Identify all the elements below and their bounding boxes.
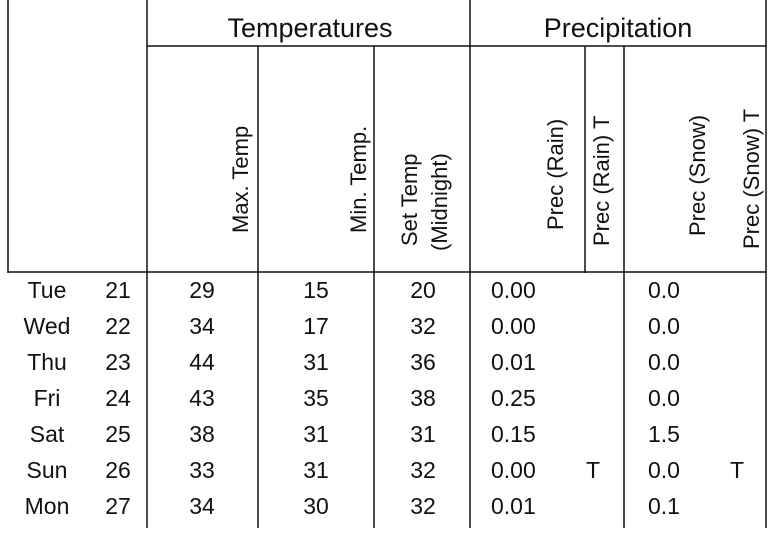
table-cell: 32 xyxy=(410,313,436,339)
table-cell: 0.0 xyxy=(648,457,680,483)
table-cell: 0.00 xyxy=(491,313,536,339)
table-cell: 15 xyxy=(303,277,329,303)
table-cell: 23 xyxy=(105,349,131,375)
day-cell: Sat xyxy=(30,421,65,447)
column-header: Max. Temp xyxy=(228,126,253,233)
column-header: Set Temp xyxy=(397,153,422,246)
table-cell: 34 xyxy=(189,493,215,519)
table-cell: 0.0 xyxy=(648,313,680,339)
table-cell: 44 xyxy=(189,349,215,375)
table-cell: 27 xyxy=(105,493,131,519)
table-cell: 0.01 xyxy=(491,493,536,519)
group-header: Precipitation xyxy=(544,13,693,43)
table-cell: T xyxy=(730,457,744,483)
day-cell: Thu xyxy=(27,349,67,375)
table-cell: 36 xyxy=(410,349,436,375)
column-header: Prec (Rain) xyxy=(543,119,568,230)
table-cell: 1.5 xyxy=(648,421,680,447)
table-lines xyxy=(7,0,767,528)
table-cell: 0.00 xyxy=(491,457,536,483)
table-cell: 31 xyxy=(303,349,329,375)
table-cell: 35 xyxy=(303,385,329,411)
table-cell: 0.0 xyxy=(648,277,680,303)
table-cell: 38 xyxy=(189,421,215,447)
day-cell: Mon xyxy=(25,493,70,519)
column-header: Prec (Snow) xyxy=(685,115,710,236)
table-cell: 25 xyxy=(105,421,131,447)
table-cell: 17 xyxy=(303,313,329,339)
table-cell: 21 xyxy=(105,277,131,303)
table-cell: 26 xyxy=(105,457,131,483)
column-header: (Midnight) xyxy=(427,153,452,251)
day-cell: Sun xyxy=(27,457,68,483)
table-cell: 30 xyxy=(303,493,329,519)
column-header: Min. Temp. xyxy=(346,126,371,233)
table-cell: 34 xyxy=(189,313,215,339)
table-cell: 0.00 xyxy=(491,277,536,303)
table-cell: 0.01 xyxy=(491,349,536,375)
table-cell: 0.0 xyxy=(648,385,680,411)
column-header: Prec (Rain) T xyxy=(589,116,614,246)
table-cell: 32 xyxy=(410,457,436,483)
table-cell: 24 xyxy=(105,385,131,411)
group-header: Temperatures xyxy=(227,13,392,43)
table-cell: 31 xyxy=(303,421,329,447)
table-cell: 22 xyxy=(105,313,131,339)
table-cell: 0.25 xyxy=(491,385,536,411)
day-cell: Tue xyxy=(28,277,67,303)
table-cell: 0.15 xyxy=(491,421,536,447)
table-cell: 20 xyxy=(410,277,436,303)
table-cell: 0.1 xyxy=(648,493,680,519)
day-cell: Fri xyxy=(34,385,61,411)
table-cell: 32 xyxy=(410,493,436,519)
table-cell: 0.0 xyxy=(648,349,680,375)
table-cell: T xyxy=(586,457,600,483)
table-cell: 29 xyxy=(189,277,215,303)
day-cell: Wed xyxy=(24,313,71,339)
table-cell: 33 xyxy=(189,457,215,483)
column-header: Prec (Snow) T xyxy=(739,109,764,249)
table-cell: 31 xyxy=(303,457,329,483)
table-cell: 43 xyxy=(189,385,215,411)
table-cell: 31 xyxy=(410,421,436,447)
table-cell: 38 xyxy=(410,385,436,411)
